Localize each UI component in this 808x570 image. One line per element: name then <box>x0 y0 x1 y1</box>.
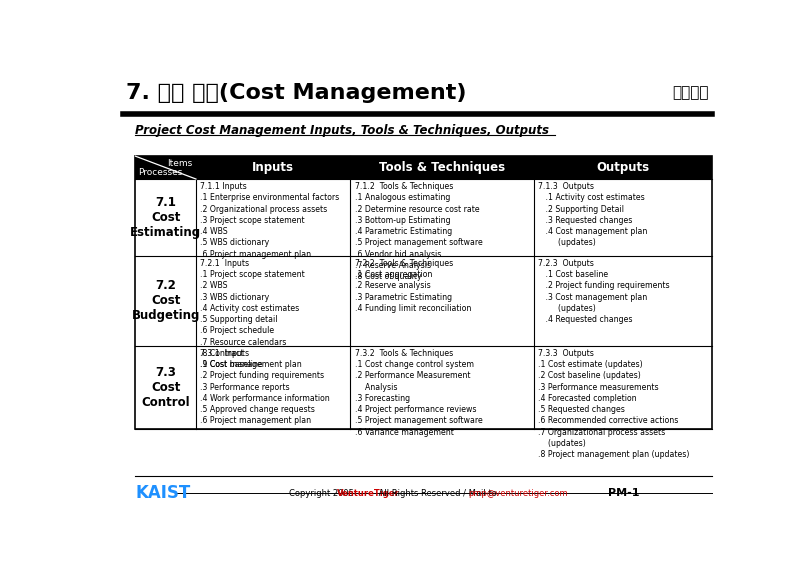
Text: Items: Items <box>167 159 193 168</box>
Text: 7.2.3  Outputs
   .1 Cost baseline
   .2 Project funding requirements
   .3 Cost: 7.2.3 Outputs .1 Cost baseline .2 Projec… <box>538 259 670 324</box>
Text: pmp@venturetiger.com: pmp@venturetiger.com <box>469 488 568 498</box>
Text: 7.3
Cost
Control: 7.3 Cost Control <box>141 366 190 409</box>
Text: Tools & Techniques: Tools & Techniques <box>379 161 505 174</box>
Text: 7.1
Cost
Estimating: 7.1 Cost Estimating <box>130 196 201 239</box>
Bar <box>136 156 712 179</box>
Text: 7.3.3  Outputs
.1 Cost estimate (updates)
.2 Cost baseline (updates)
.3 Performa: 7.3.3 Outputs .1 Cost estimate (updates)… <box>538 349 689 459</box>
Text: 학습정리: 학습정리 <box>672 85 709 100</box>
Text: 7.2.2  Tools & Techniques
.1 Cost aggregation
.2 Reserve analysis
.3 Parametric : 7.2.2 Tools & Techniques .1 Cost aggrega… <box>355 259 471 313</box>
Text: PM-1: PM-1 <box>608 488 640 498</box>
Text: 7.2
Cost
Budgeting: 7.2 Cost Budgeting <box>132 279 200 322</box>
Text: 7.3.2  Tools & Techniques
.1 Cost change control system
.2 Performance Measureme: 7.3.2 Tools & Techniques .1 Cost change … <box>355 349 482 437</box>
Text: Project Cost Management Inputs, Tools & Techniques, Outputs: Project Cost Management Inputs, Tools & … <box>136 124 549 137</box>
Bar <box>136 156 712 429</box>
Text: 7.1.3  Outputs
   .1 Activity cost estimates
   .2 Supporting Detail
   .3 Reque: 7.1.3 Outputs .1 Activity cost estimates… <box>538 182 647 247</box>
Text: 7.1.2  Tools & Techniques
.1 Analogous estimating
.2 Determine resource cost rat: 7.1.2 Tools & Techniques .1 Analogous es… <box>355 182 482 281</box>
Text: Copyright 2005: Copyright 2005 <box>289 488 356 498</box>
Text: Outputs: Outputs <box>596 161 649 174</box>
Text: 7.3.1  Inputs
.1 Cost baseline
.2 Project funding requirements
.3 Performance re: 7.3.1 Inputs .1 Cost baseline .2 Project… <box>200 349 330 425</box>
Text: 7.2.1  Inputs
.1 Project scope statement
.2 WBS
.3 WBS dictionary
.4 Activity co: 7.2.1 Inputs .1 Project scope statement … <box>200 259 305 369</box>
Text: Processes: Processes <box>138 168 183 177</box>
Text: All Rights Reserved / Mail to: All Rights Reserved / Mail to <box>376 488 499 498</box>
Text: Inputs: Inputs <box>252 161 294 174</box>
Text: 7.1.1 Inputs
.1 Enterprise environmental factors
.2 Organizational process asset: 7.1.1 Inputs .1 Enterprise environmental… <box>200 182 339 259</box>
Text: VentureTiger: VentureTiger <box>337 488 400 498</box>
Text: 7. 원가 관리(Cost Management): 7. 원가 관리(Cost Management) <box>126 83 466 103</box>
Text: KAIST: KAIST <box>136 484 191 502</box>
